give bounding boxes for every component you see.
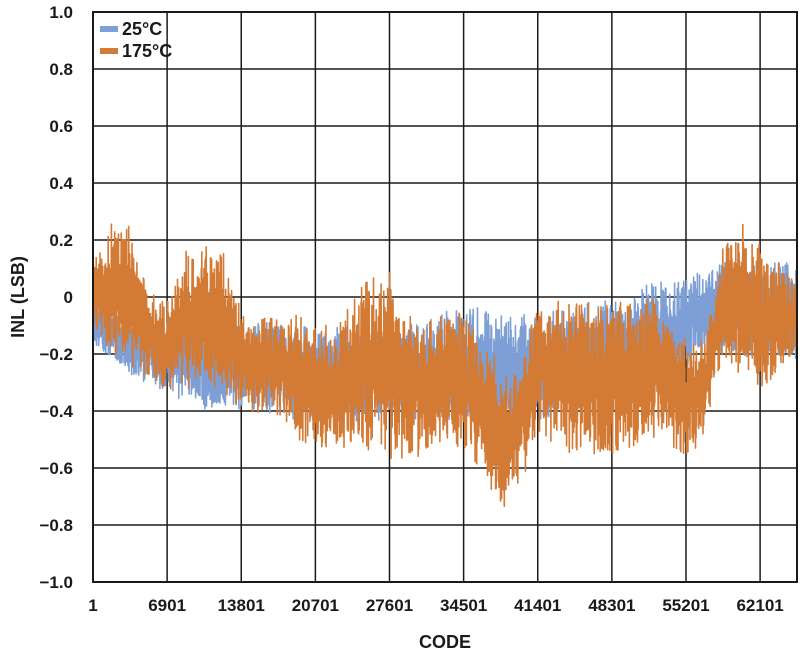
legend-label: 175°C (122, 41, 172, 61)
x-tick-label: 20701 (292, 596, 339, 615)
plot-area (92, 223, 798, 508)
y-tick-label: −1.0 (39, 573, 73, 592)
legend-swatch (100, 26, 118, 32)
y-tick-label: 0.2 (49, 231, 73, 250)
x-tick-label: 1 (88, 596, 97, 615)
y-tick-label: −0.6 (39, 459, 73, 478)
x-tick-label: 62101 (736, 596, 783, 615)
x-tick-label: 55201 (662, 596, 709, 615)
y-tick-label: −0.2 (39, 345, 73, 364)
x-tick-label: 27601 (366, 596, 413, 615)
x-tick-label: 6901 (148, 596, 186, 615)
x-tick-label: 48301 (588, 596, 635, 615)
y-tick-label: −0.8 (39, 516, 73, 535)
y-tick-label: −0.4 (39, 402, 73, 421)
x-axis-ticks: 1 6901 13801 20701 27601 34501 41401 48301 55201… (88, 596, 783, 615)
y-tick-label: 0.4 (49, 174, 73, 193)
y-axis-label: INL (LSB) (8, 256, 28, 338)
x-axis-label: CODE (419, 632, 471, 652)
y-tick-label: 0 (64, 288, 73, 307)
y-tick-label: 0.8 (49, 60, 73, 79)
plot-frame (92, 11, 798, 583)
y-axis-ticks: 1.0 0.8 0.6 0.4 0.2 0 −0.2 −0.4 −0.6 −0.8 −1.0 (39, 3, 73, 592)
x-tick-label: 41401 (514, 596, 561, 615)
legend-swatch (100, 48, 118, 54)
x-tick-label: 13801 (218, 596, 265, 615)
legend-label: 25°C (122, 19, 162, 39)
y-tick-label: 0.6 (49, 117, 73, 136)
x-tick-label: 34501 (440, 596, 487, 615)
series-line-175c (92, 223, 798, 508)
y-tick-label: 1.0 (49, 3, 73, 22)
